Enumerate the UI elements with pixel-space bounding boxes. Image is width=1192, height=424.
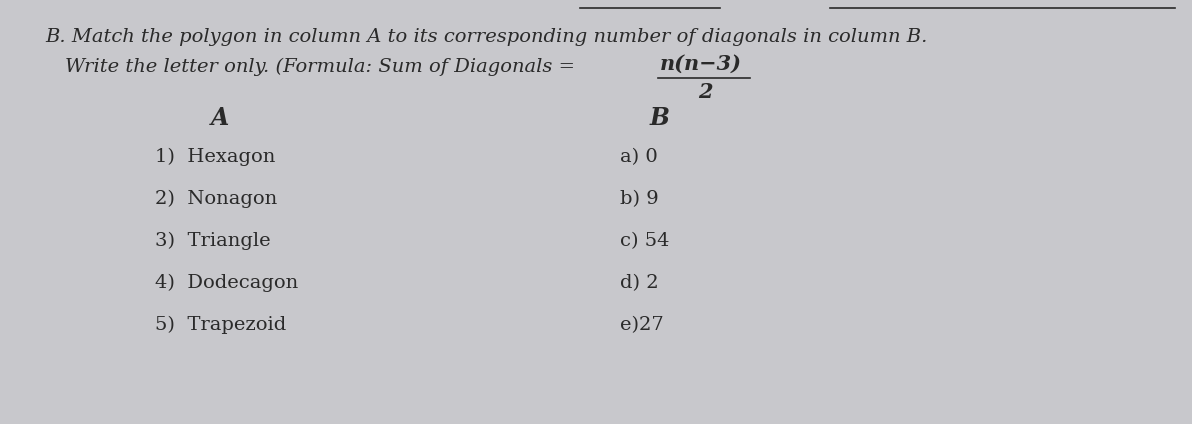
Text: n(n−3): n(n−3) (660, 54, 741, 74)
Text: 3)  Triangle: 3) Triangle (155, 232, 271, 250)
Text: 4)  Dodecagon: 4) Dodecagon (155, 274, 298, 292)
Text: 2: 2 (699, 82, 713, 102)
Text: B. Match the polygon in column A to its corresponding number of diagonals in col: B. Match the polygon in column A to its … (45, 28, 927, 46)
Text: 5)  Trapezoid: 5) Trapezoid (155, 316, 286, 334)
Text: B: B (650, 106, 670, 130)
Text: e)27: e)27 (620, 316, 664, 334)
Text: b) 9: b) 9 (620, 190, 659, 208)
Text: d) 2: d) 2 (620, 274, 659, 292)
Text: 2)  Nonagon: 2) Nonagon (155, 190, 278, 208)
Text: Write the letter only. (Formula: Sum of Diagonals =: Write the letter only. (Formula: Sum of … (66, 58, 575, 76)
Text: a) 0: a) 0 (620, 148, 658, 166)
Text: 1)  Hexagon: 1) Hexagon (155, 148, 275, 166)
Text: A: A (211, 106, 229, 130)
Text: c) 54: c) 54 (620, 232, 670, 250)
